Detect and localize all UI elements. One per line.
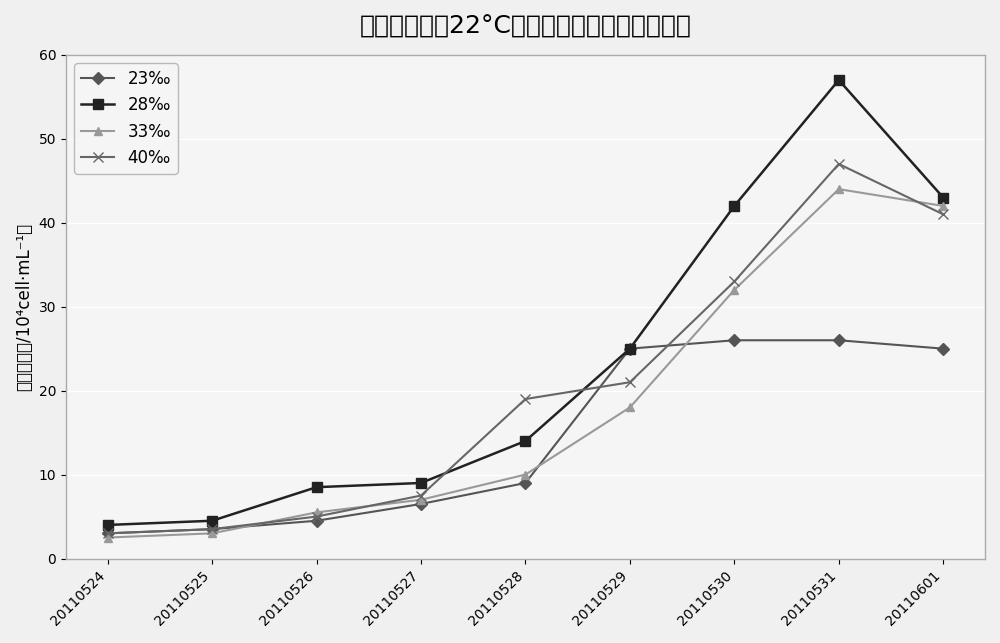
23‰ [102, 529, 114, 537]
23‰ [206, 525, 218, 533]
33‰ [206, 529, 218, 537]
Legend: 23‰, 28‰, 33‰, 40‰: 23‰, 28‰, 33‰, 40‰ [74, 63, 178, 174]
Line: 23‰: 23‰ [104, 336, 947, 538]
40‰ [728, 278, 740, 285]
Line: 40‰: 40‰ [103, 159, 948, 538]
28‰ [937, 194, 949, 201]
40‰ [415, 492, 427, 500]
40‰ [937, 210, 949, 218]
Y-axis label: 细胞密度（/10⁴cell·mL⁻¹）: 细胞密度（/10⁴cell·mL⁻¹） [15, 222, 33, 391]
28‰ [311, 484, 323, 491]
23‰ [311, 517, 323, 525]
40‰ [519, 395, 531, 403]
23‰ [728, 336, 740, 344]
23‰ [415, 500, 427, 508]
Title: 米氏凯伦藻在22°C不同盐度条件下的生长曲线: 米氏凯伦藻在22°C不同盐度条件下的生长曲线 [360, 15, 691, 39]
33‰ [415, 496, 427, 503]
33‰ [937, 202, 949, 210]
40‰ [206, 525, 218, 533]
33‰ [102, 534, 114, 541]
28‰ [833, 76, 845, 84]
28‰ [102, 521, 114, 529]
33‰ [833, 185, 845, 193]
23‰ [519, 479, 531, 487]
23‰ [624, 345, 636, 352]
28‰ [206, 517, 218, 525]
28‰ [519, 437, 531, 445]
28‰ [415, 479, 427, 487]
33‰ [519, 471, 531, 478]
33‰ [728, 286, 740, 294]
40‰ [624, 378, 636, 386]
33‰ [311, 509, 323, 516]
40‰ [833, 160, 845, 168]
Line: 28‰: 28‰ [103, 75, 948, 530]
Line: 33‰: 33‰ [104, 185, 947, 541]
40‰ [102, 529, 114, 537]
33‰ [624, 404, 636, 412]
28‰ [728, 202, 740, 210]
23‰ [833, 336, 845, 344]
23‰ [937, 345, 949, 352]
28‰ [624, 345, 636, 352]
40‰ [311, 512, 323, 520]
